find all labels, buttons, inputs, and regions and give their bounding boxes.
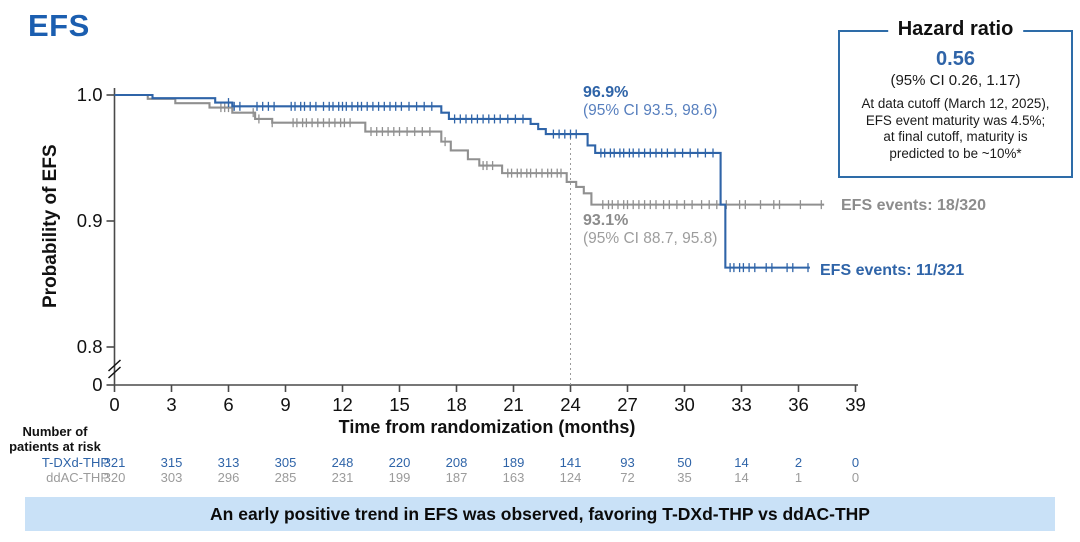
risk-row-label-T-DXd-THP: T-DXd-THP	[41, 455, 109, 470]
hazard-ratio-note: At data cutoff (March 12, 2025), EFS even…	[840, 96, 1071, 162]
y-tick-label: 0.8	[77, 336, 103, 357]
risk-value: 315	[160, 455, 183, 470]
x-tick-label: 30	[674, 394, 695, 415]
landmark-annotation-tdxd: 96.9% (95% CI 93.5, 98.6)	[583, 84, 717, 120]
risk-value: 124	[559, 470, 582, 485]
conclusion-banner: An early positive trend in EFS was obser…	[25, 497, 1055, 531]
risk-value: 321	[103, 455, 126, 470]
x-axis-title: Time from randomization (months)	[338, 417, 636, 437]
hazard-ratio-box: Hazard ratio 0.56 (95% CI 0.26, 1.17) At…	[838, 18, 1073, 178]
risk-value: 303	[160, 470, 183, 485]
hazard-ratio-title: Hazard ratio	[887, 18, 1024, 41]
hazard-note-line: at final cutoff, maturity is	[883, 129, 1028, 144]
landmark-pct-tdxd: 96.9%	[583, 84, 629, 101]
hazard-ratio-value: 0.56	[936, 48, 975, 70]
risk-value: 141	[559, 455, 582, 470]
risk-value: 72	[620, 470, 635, 485]
risk-value: 296	[217, 470, 240, 485]
x-tick-label: 24	[560, 394, 581, 415]
y-tick-label: 0	[92, 374, 102, 395]
risk-table-header-line2: patients at risk	[9, 439, 101, 454]
risk-value: 163	[502, 470, 525, 485]
risk-value: 285	[274, 470, 297, 485]
risk-value: 14	[734, 470, 749, 485]
risk-table-header-line1: Number of	[22, 424, 88, 439]
hazard-note-line: At data cutoff (March 12, 2025),	[861, 96, 1050, 111]
risk-value: 231	[331, 470, 354, 485]
hazard-ratio-ci: (95% CI 0.26, 1.17)	[890, 72, 1021, 89]
x-tick-label: 36	[788, 394, 809, 415]
x-tick-label: 3	[166, 394, 176, 415]
axis-break-mark	[107, 366, 122, 379]
x-tick-label: 18	[446, 394, 467, 415]
landmark-pct-ddac: 93.1%	[583, 212, 629, 229]
landmark-ci-ddac: (95% CI 88.7, 95.8)	[583, 230, 718, 247]
x-tick-label: 9	[280, 394, 290, 415]
risk-row-label-ddAC-THP: ddAC-THP	[46, 470, 109, 485]
axis-break-mark	[107, 359, 122, 372]
y-tick-label: 0.9	[77, 210, 103, 231]
risk-value: 187	[445, 470, 468, 485]
risk-value: 93	[620, 455, 635, 470]
risk-value: 305	[274, 455, 297, 470]
x-tick-label: 12	[332, 394, 353, 415]
risk-value: 248	[331, 455, 354, 470]
risk-value: 320	[103, 470, 126, 485]
x-tick-label: 0	[109, 394, 119, 415]
events-label-ddac: EFS events: 18/320	[841, 197, 986, 214]
km-curve-ddAC-THP	[114, 93, 825, 206]
risk-value: 2	[794, 455, 803, 470]
risk-value: 14	[734, 455, 749, 470]
risk-value: 199	[388, 470, 411, 485]
x-tick-label: 21	[503, 394, 524, 415]
risk-value: 220	[388, 455, 411, 470]
x-tick-label: 39	[845, 394, 866, 415]
risk-value: 0	[851, 470, 860, 485]
x-tick-label: 27	[617, 394, 638, 415]
risk-value: 189	[502, 455, 525, 470]
landmark-ci-tdxd: (95% CI 93.5, 98.6)	[583, 102, 718, 119]
page-title: EFS	[28, 8, 90, 43]
x-tick-label: 6	[223, 394, 233, 415]
risk-value: 313	[217, 455, 240, 470]
landmark-annotation-ddac: 93.1% (95% CI 88.7, 95.8)	[583, 212, 717, 248]
km-curve-T-DXd-THP	[114, 93, 810, 269]
risk-value: 35	[677, 470, 692, 485]
events-label-tdxd: EFS events: 11/321	[820, 262, 965, 279]
x-tick-label: 15	[389, 394, 410, 415]
risk-value: 50	[677, 455, 692, 470]
risk-value: 208	[445, 455, 468, 470]
risk-table-header: Number of patients at risk	[0, 424, 110, 454]
risk-value: 0	[851, 455, 860, 470]
risk-value: 1	[794, 470, 803, 485]
x-tick-label: 33	[731, 394, 752, 415]
y-tick-label: 1.0	[77, 84, 103, 105]
hazard-note-line: EFS event maturity was 4.5%;	[865, 112, 1046, 128]
hazard-note-line: predicted to be ~10%*	[889, 145, 1022, 161]
